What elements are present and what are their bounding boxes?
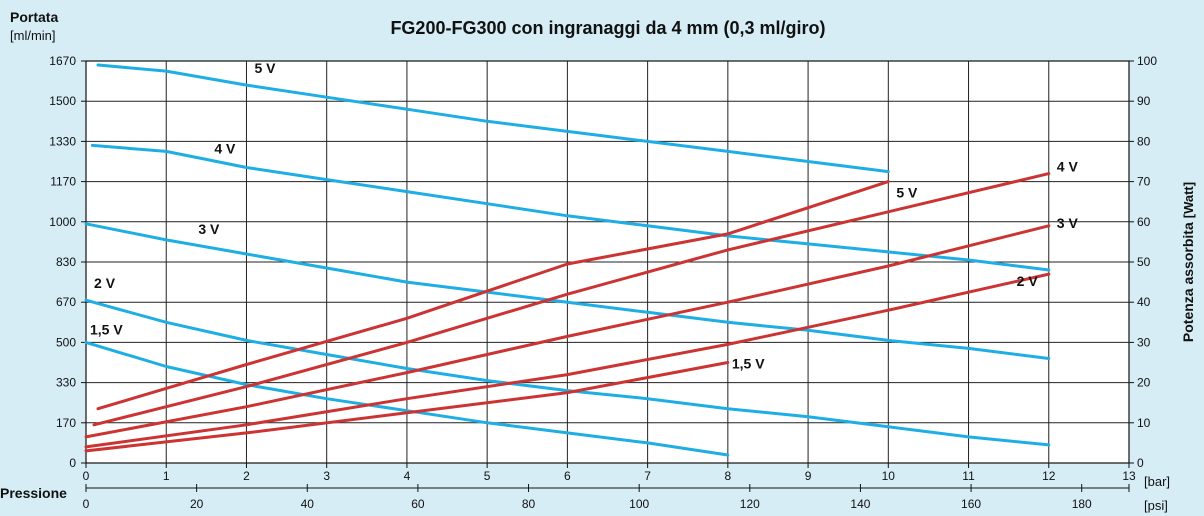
y-right-tick-label: 70 xyxy=(1137,175,1151,189)
power-curve-2V xyxy=(84,272,1051,449)
x-bar-tick-label: 8 xyxy=(725,469,732,483)
x-bar-tick-label: 3 xyxy=(323,469,330,483)
x-psi-unit: [psi] xyxy=(1144,498,1168,513)
y-right-tick-label: 10 xyxy=(1137,416,1151,430)
flow-label: 2 V xyxy=(94,275,116,291)
flow-curve-4V xyxy=(90,143,1051,272)
x-bar-tick-label: 10 xyxy=(882,469,896,483)
power-label: 4 V xyxy=(1057,159,1079,175)
power-label: 5 V xyxy=(896,185,918,201)
y-left-tick-label: 670 xyxy=(56,295,76,309)
y-right-title: Potenza assorbita [Watt] xyxy=(1180,182,1196,342)
power-curve-15V xyxy=(84,361,730,453)
power-curve-4V xyxy=(92,172,1051,427)
x-title: Pressione xyxy=(0,485,67,501)
y-right-unit: [Watt] xyxy=(1181,182,1196,218)
flow-curve-3V xyxy=(84,222,1051,360)
x-bar-tick-label: 12 xyxy=(1042,469,1056,483)
x-psi-tick-label: 160 xyxy=(961,497,981,511)
x-psi-tick-label: 80 xyxy=(522,497,536,511)
flow-curve-2V xyxy=(84,298,1051,447)
y-left-tick-label: 1170 xyxy=(50,175,76,189)
y-right-tick-label: 30 xyxy=(1137,335,1151,349)
x-psi-tick-label: 180 xyxy=(1072,497,1092,511)
curve-labels: 5 V 4 V 3 V 2 V 1,5 V 5 V 4 V 3 V 2 V 1,5 V xyxy=(90,60,1078,371)
x-bar-tick-label: 13 xyxy=(1122,469,1136,483)
power-label: 1,5 V xyxy=(732,356,765,372)
x-psi-tick-label: 100 xyxy=(629,497,649,511)
y-left-unit: [ml/min] xyxy=(10,28,56,43)
x-psi-tick-label: 20 xyxy=(190,497,204,511)
x-bar-unit: [bar] xyxy=(1144,474,1170,489)
power-label: 2 V xyxy=(1017,273,1039,289)
power-curves xyxy=(84,172,1051,453)
x-bar-tick-label: 0 xyxy=(83,469,90,483)
y-left-tick-label: 500 xyxy=(56,335,76,349)
flow-curve-5V xyxy=(96,63,890,174)
x-bar-tick-label: 5 xyxy=(484,469,491,483)
x-bar-tick-label: 1 xyxy=(163,469,170,483)
x-psi-tick-label: 40 xyxy=(301,497,315,511)
y-right-title-text: Potenza assorbita xyxy=(1180,222,1196,342)
y-left-tick-label: 0 xyxy=(69,456,76,470)
y-right-tick-label: 20 xyxy=(1137,376,1151,390)
y-left-tick-label: 830 xyxy=(56,255,76,269)
x-psi-tick-label: 0 xyxy=(83,497,90,511)
x-psi-tick-label: 140 xyxy=(850,497,870,511)
y-right-tick-label: 90 xyxy=(1137,94,1151,108)
x-bar-tick-label: 9 xyxy=(805,469,812,483)
y-left-tick-label: 1330 xyxy=(49,134,76,148)
y-right-tick-label: 0 xyxy=(1137,456,1144,470)
x-bar-tick-label: 7 xyxy=(644,469,651,483)
y-right-tick-label: 60 xyxy=(1137,215,1151,229)
flow-label: 5 V xyxy=(254,60,276,76)
y-right-tick-label: 80 xyxy=(1137,134,1151,148)
power-curve-3V xyxy=(84,224,1051,439)
power-label: 3 V xyxy=(1057,215,1079,231)
x-bar-tick-label: 11 xyxy=(962,469,975,483)
y-right-tick-label: 100 xyxy=(1137,54,1157,68)
flow-curve-15V xyxy=(84,340,730,457)
chart-title: FG200-FG300 con ingranaggi da 4 mm (0,3 … xyxy=(390,18,825,38)
x-bar-tick-label: 6 xyxy=(564,469,571,483)
y-left-tick-label: 170 xyxy=(56,416,76,430)
y-right-tick-label: 40 xyxy=(1137,295,1151,309)
flow-label: 4 V xyxy=(214,140,236,156)
flow-curves xyxy=(84,63,1051,457)
y-left-tick-label: 1670 xyxy=(49,54,76,68)
x-psi-tick-label: 60 xyxy=(411,497,425,511)
flow-label: 1,5 V xyxy=(90,321,123,337)
power-curve-5V xyxy=(96,180,890,411)
y-right-tick-label: 50 xyxy=(1137,255,1151,269)
x-bar-tick-label: 4 xyxy=(404,469,411,483)
y-left-tick-label: 330 xyxy=(56,376,76,390)
y-left-tick-label: 1500 xyxy=(49,94,76,108)
y-left-title: Portata xyxy=(10,9,58,25)
flow-label: 3 V xyxy=(198,221,220,237)
x-psi-tick-label: 120 xyxy=(740,497,760,511)
y-left-tick-label: 1000 xyxy=(49,215,76,229)
x-bar-tick-label: 2 xyxy=(243,469,250,483)
